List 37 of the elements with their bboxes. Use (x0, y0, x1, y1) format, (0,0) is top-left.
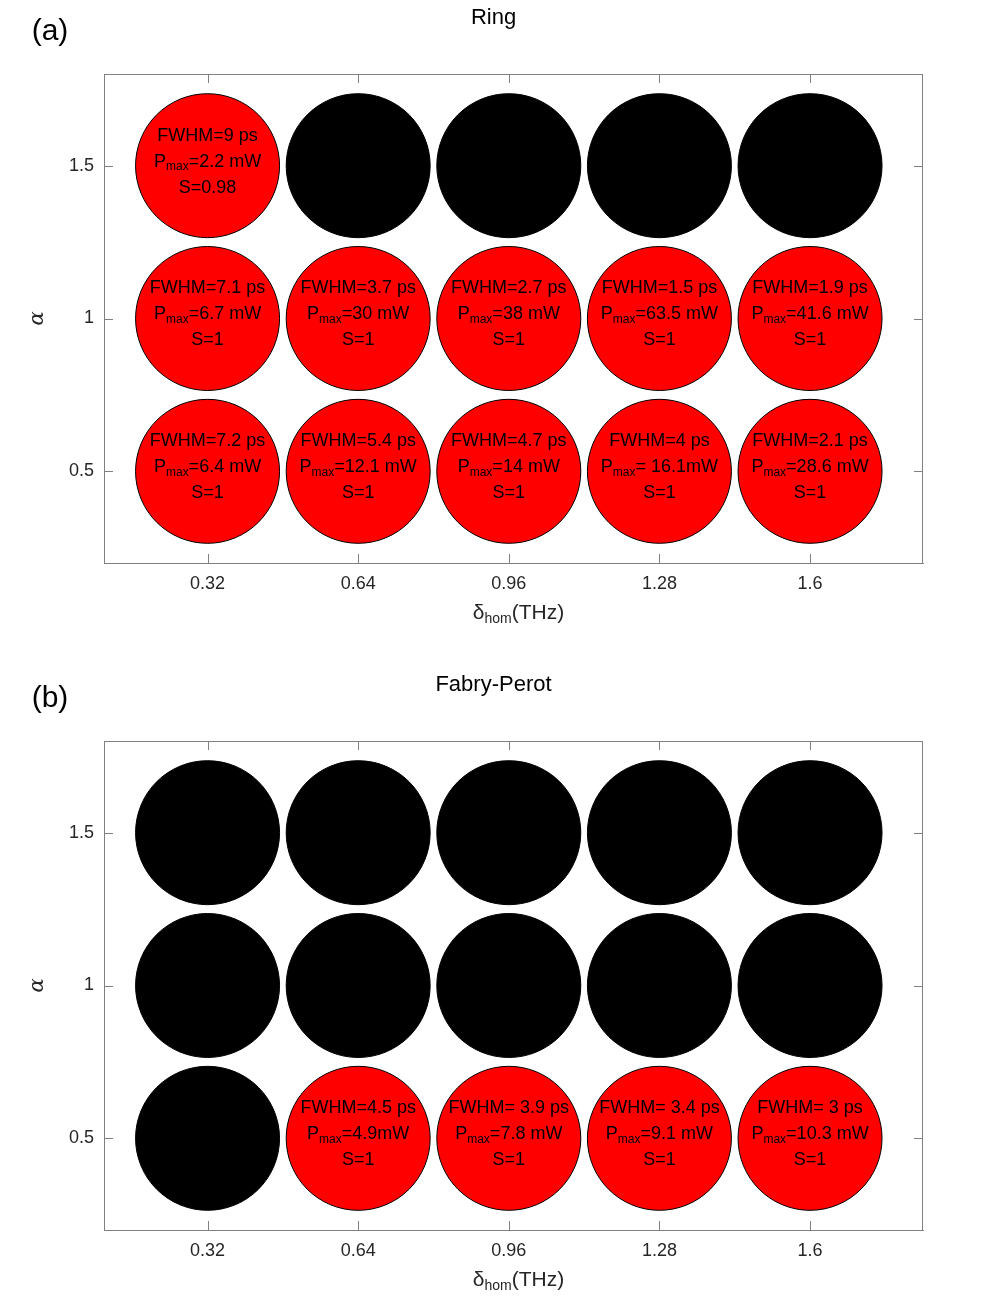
point (436, 760, 582, 906)
y-tick-label: 1.5 (68, 154, 94, 175)
y-axis-title: α (24, 978, 49, 993)
x-tick-label: 0.96 (491, 572, 527, 593)
text: (b) (31, 680, 69, 714)
y-tick-label: 0.5 (68, 460, 94, 481)
x-tick-label: 0.64 (340, 572, 376, 593)
point (135, 913, 281, 1058)
y-tick-label: 1 (83, 307, 94, 328)
point (436, 93, 582, 239)
point (737, 913, 883, 1058)
x-tick-label: 1.28 (641, 572, 677, 593)
point (737, 93, 883, 239)
text: (a) (31, 13, 69, 47)
point (586, 760, 732, 906)
x-tick-label: 1.6 (797, 572, 823, 593)
x-tick-label: 0.32 (190, 1239, 226, 1260)
x-tick-label: 0.64 (340, 1239, 376, 1260)
chart-title: Ring (470, 4, 517, 30)
y-tick-label: 0.5 (68, 1127, 94, 1148)
y-tick-label: 1.5 (68, 821, 94, 842)
point (436, 913, 582, 1058)
point (285, 913, 431, 1058)
point (586, 93, 732, 239)
point (135, 760, 281, 906)
point (737, 760, 883, 906)
x-tick-label: 1.28 (641, 1239, 677, 1260)
point (586, 913, 732, 1058)
point (285, 93, 431, 239)
x-tick-label: 1.6 (797, 1239, 823, 1260)
point (285, 760, 431, 906)
x-tick-label: 0.32 (190, 572, 226, 593)
x-tick-label: 0.96 (491, 1239, 527, 1260)
point (135, 1065, 281, 1211)
chart-title: Fabry-Perot (435, 671, 552, 697)
y-tick-label: 1 (83, 974, 94, 995)
y-axis-title: α (24, 311, 49, 326)
